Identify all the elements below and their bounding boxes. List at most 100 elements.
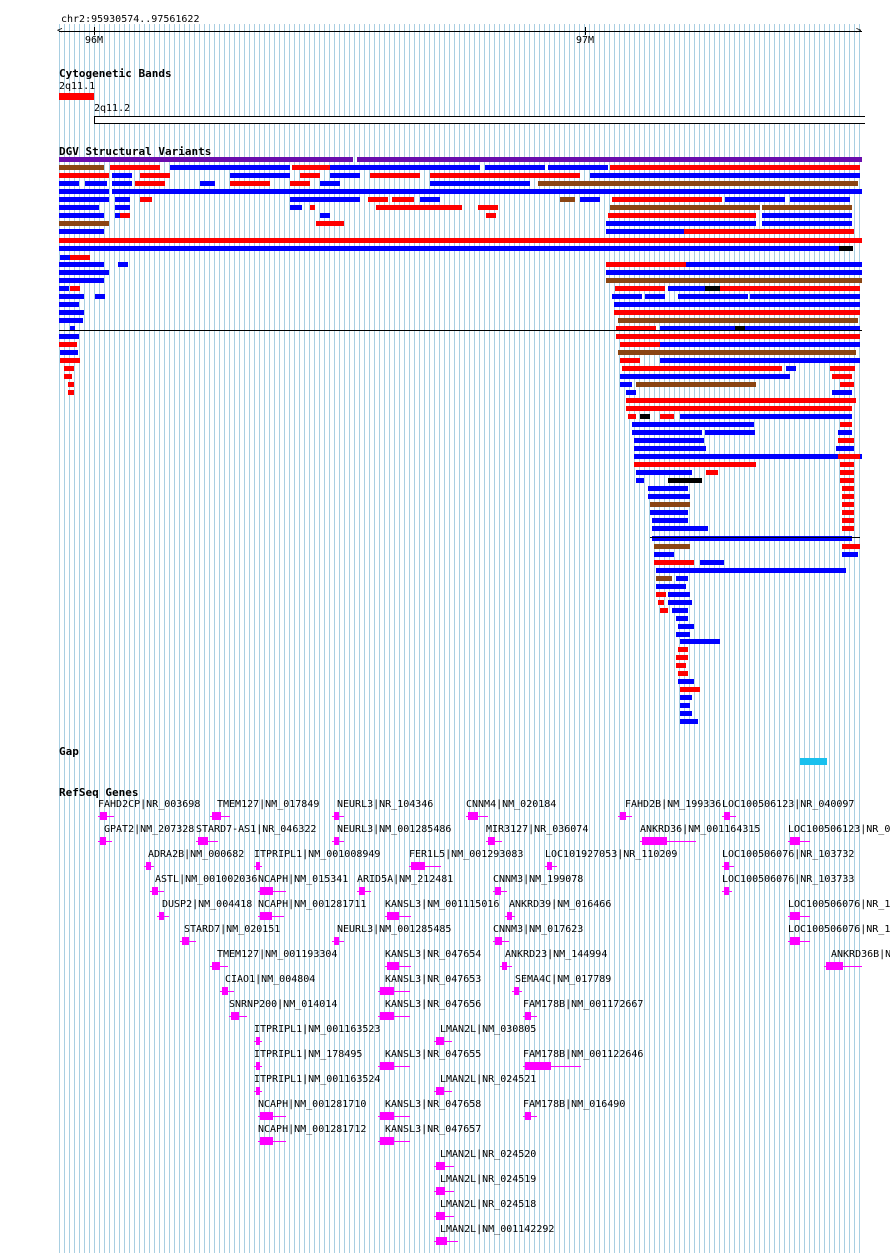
dgv-variant[interactable] bbox=[622, 366, 782, 371]
dgv-variant[interactable] bbox=[612, 197, 722, 202]
dgv-variant[interactable] bbox=[680, 719, 698, 724]
gene-model[interactable] bbox=[182, 937, 189, 945]
dgv-variant[interactable] bbox=[654, 544, 690, 549]
dgv-variant[interactable] bbox=[842, 518, 854, 523]
dgv-variant[interactable] bbox=[676, 616, 688, 621]
dgv-variant[interactable] bbox=[368, 197, 388, 202]
gene-label[interactable]: ITPRIPL1|NM_001163524 bbox=[254, 1074, 381, 1085]
dgv-variant[interactable] bbox=[580, 197, 600, 202]
dgv-variant[interactable] bbox=[839, 246, 853, 251]
gene-model[interactable] bbox=[334, 937, 339, 945]
gene-model[interactable] bbox=[411, 862, 425, 870]
dgv-variant[interactable] bbox=[70, 286, 80, 291]
dgv-variant[interactable] bbox=[632, 430, 702, 435]
dgv-variant[interactable] bbox=[300, 173, 320, 178]
dgv-variant[interactable] bbox=[842, 526, 854, 531]
gene-model[interactable] bbox=[380, 1012, 394, 1020]
gene-model[interactable] bbox=[525, 1112, 531, 1120]
gene-model[interactable] bbox=[826, 962, 843, 970]
gene-label[interactable]: SNRNP200|NM_014014 bbox=[229, 999, 338, 1010]
gene-label[interactable]: NEURL3|NR_104346 bbox=[337, 799, 434, 810]
dgv-variant[interactable] bbox=[606, 221, 756, 226]
gene-model[interactable] bbox=[436, 1212, 445, 1220]
gene-label[interactable]: NCAPH|NM_001281712 bbox=[258, 1124, 367, 1135]
dgv-variant[interactable] bbox=[618, 350, 856, 355]
gene-label[interactable]: KANSL3|NR_047658 bbox=[385, 1099, 482, 1110]
gene-label[interactable]: NCAPH|NM_001281710 bbox=[258, 1099, 367, 1110]
dgv-variant[interactable] bbox=[656, 568, 846, 573]
dgv-variant[interactable] bbox=[658, 600, 664, 605]
gene-model[interactable] bbox=[100, 812, 107, 820]
dgv-variant[interactable] bbox=[606, 278, 862, 283]
dgv-variant[interactable] bbox=[654, 560, 694, 565]
dgv-variant[interactable] bbox=[706, 470, 718, 475]
dgv-variant[interactable] bbox=[290, 181, 310, 186]
dgv-variant[interactable] bbox=[59, 238, 862, 243]
dgv-variant[interactable] bbox=[656, 584, 686, 589]
gene-label[interactable]: KANSL3|NR_047655 bbox=[385, 1049, 482, 1060]
dgv-variant[interactable] bbox=[678, 294, 748, 299]
dgv-variant[interactable] bbox=[684, 229, 854, 234]
gene-model[interactable] bbox=[256, 1087, 260, 1095]
gene-label[interactable]: FAHD2CP|NR_003698 bbox=[98, 799, 201, 810]
refseq-track-title[interactable]: RefSeq Genes bbox=[59, 786, 139, 799]
dgv-variant[interactable] bbox=[720, 286, 860, 291]
gene-label[interactable]: KANSL3|NR_047654 bbox=[385, 949, 482, 960]
dgv-variant[interactable] bbox=[60, 255, 70, 260]
gene-label[interactable]: STARD7-AS1|NR_046322 bbox=[196, 824, 317, 835]
gene-model[interactable] bbox=[495, 887, 501, 895]
dgv-variant[interactable] bbox=[538, 181, 858, 186]
gene-model[interactable] bbox=[495, 937, 502, 945]
gene-model[interactable] bbox=[380, 1062, 394, 1070]
dgv-variant[interactable] bbox=[680, 639, 720, 644]
gene-model[interactable] bbox=[260, 912, 272, 920]
dgv-variant[interactable] bbox=[680, 695, 692, 700]
dgv-variant[interactable] bbox=[618, 318, 858, 323]
gene-label[interactable]: NCAPH|NM_001281711 bbox=[258, 899, 367, 910]
dgv-variant[interactable] bbox=[608, 213, 756, 218]
dgv-variant[interactable] bbox=[60, 358, 80, 363]
dgv-variant[interactable] bbox=[590, 173, 860, 178]
gene-model[interactable] bbox=[260, 1112, 273, 1120]
dgv-variant[interactable] bbox=[830, 366, 855, 371]
dgv-variant[interactable] bbox=[614, 310, 860, 315]
gene-label[interactable]: LMAN2L|NR_024520 bbox=[440, 1149, 537, 1160]
gap-feature[interactable] bbox=[800, 758, 827, 765]
gene-model[interactable] bbox=[436, 1087, 444, 1095]
dgv-variant[interactable] bbox=[59, 318, 83, 323]
dgv-variant[interactable] bbox=[614, 302, 860, 307]
dgv-variant[interactable] bbox=[59, 278, 104, 283]
gene-label[interactable]: LOC100506076|NR_1 bbox=[788, 924, 890, 935]
dgv-variant[interactable] bbox=[840, 382, 854, 387]
dgv-variant[interactable] bbox=[70, 326, 75, 331]
dgv-variant[interactable] bbox=[762, 213, 852, 218]
dgv-variant[interactable] bbox=[700, 560, 724, 565]
gene-model[interactable] bbox=[507, 912, 512, 920]
gene-label[interactable]: LMAN2L|NR_024518 bbox=[440, 1199, 537, 1210]
dgv-variant[interactable] bbox=[668, 478, 702, 483]
dgv-variant[interactable] bbox=[650, 510, 688, 515]
dgv-variant[interactable] bbox=[376, 205, 462, 210]
dgv-variant[interactable] bbox=[620, 358, 640, 363]
gene-label[interactable]: GPAT2|NM_207328 bbox=[104, 824, 195, 835]
gene-label[interactable]: ASTL|NM_001002036 bbox=[155, 874, 258, 885]
dgv-variant[interactable] bbox=[230, 173, 290, 178]
dgv-variant[interactable] bbox=[676, 632, 690, 637]
dgv-variant[interactable] bbox=[626, 398, 856, 403]
dgv-variant[interactable] bbox=[320, 213, 330, 218]
gene-model[interactable] bbox=[724, 812, 730, 820]
dgv-variant[interactable] bbox=[648, 486, 688, 491]
gene-label[interactable]: ARID5A|NM_212481 bbox=[357, 874, 454, 885]
dgv-variant[interactable] bbox=[85, 181, 107, 186]
dgv-variant[interactable] bbox=[60, 350, 78, 355]
cytoband-track-title[interactable]: Cytogenetic Bands bbox=[59, 67, 172, 80]
dgv-variant[interactable] bbox=[668, 592, 690, 597]
gene-model[interactable] bbox=[222, 987, 228, 995]
dgv-variant[interactable] bbox=[64, 366, 74, 371]
dgv-variant[interactable] bbox=[678, 679, 694, 684]
gene-label[interactable]: LOC101927053|NR_110209 bbox=[545, 849, 678, 860]
dgv-variant[interactable] bbox=[59, 294, 84, 299]
dgv-variant[interactable] bbox=[59, 302, 79, 307]
dgv-variant[interactable] bbox=[59, 342, 77, 347]
dgv-variant[interactable] bbox=[112, 173, 132, 178]
